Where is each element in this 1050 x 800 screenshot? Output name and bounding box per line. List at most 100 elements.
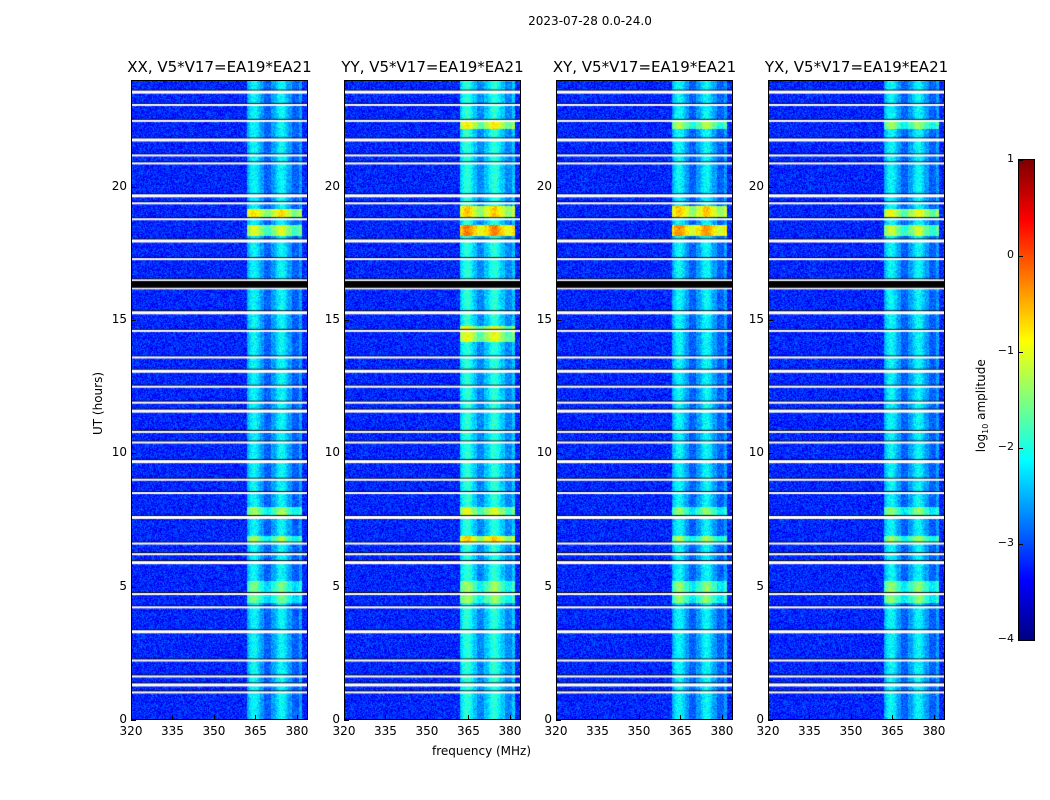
y-tick-label: 20	[748, 178, 764, 193]
y-tick-label: 10	[324, 445, 340, 460]
y-tick-label: 10	[536, 445, 552, 460]
colorbar-tick-mark	[1019, 160, 1023, 161]
y-tick-label: 15	[536, 312, 552, 326]
y-tick-label: 0	[332, 712, 340, 726]
y-tick-mark	[556, 720, 561, 721]
y-tick-label: 5	[756, 578, 764, 593]
colorbar-tick-label: −4	[997, 632, 1014, 645]
y-tick-label: 20	[111, 178, 127, 193]
x-tick-mark	[385, 715, 387, 720]
colorbar-tick-mark	[1019, 544, 1023, 545]
x-tick-mark	[680, 715, 682, 720]
panel-title: YX, V5*V17=EA19*EA21	[764, 58, 949, 76]
x-tick-label: 350	[415, 724, 439, 738]
y-axis-label: UT (hours)	[91, 371, 105, 435]
colorbar-tick-label: 0	[1007, 248, 1014, 261]
y-tick-mark	[556, 320, 561, 321]
y-tick-mark	[768, 320, 773, 321]
x-tick-mark	[509, 715, 511, 720]
y-tick-label: 20	[536, 178, 552, 193]
waterfall-panel-0	[131, 80, 308, 720]
x-tick-label: 365	[457, 724, 480, 738]
waterfall-heatmap	[769, 81, 944, 719]
colorbar-tick-mark	[1019, 640, 1023, 641]
x-tick-mark	[933, 715, 935, 720]
waterfall-panel-2	[556, 80, 733, 720]
y-tick-label: 5	[332, 578, 340, 593]
y-tick-label: 15	[324, 312, 340, 326]
x-tick-mark	[344, 715, 345, 720]
x-tick-label: 365	[669, 724, 692, 738]
colorbar-tick-mark	[1019, 448, 1023, 449]
x-tick-label: 335	[161, 724, 184, 738]
y-tick-mark	[768, 186, 773, 188]
x-tick-label: 380	[710, 724, 734, 738]
y-tick-label: 0	[544, 712, 552, 726]
y-tick-mark	[768, 453, 773, 455]
y-tick-label: 15	[111, 312, 127, 326]
x-tick-label: 350	[839, 724, 863, 738]
x-tick-mark	[213, 715, 215, 720]
x-tick-mark	[296, 715, 298, 720]
y-tick-mark	[556, 586, 561, 588]
x-tick-mark	[468, 715, 470, 720]
y-tick-mark	[556, 186, 561, 188]
y-tick-label: 0	[119, 712, 127, 726]
y-tick-label: 0	[756, 712, 764, 726]
x-tick-mark	[638, 715, 640, 720]
y-tick-mark	[344, 453, 349, 455]
waterfall-heatmap	[132, 81, 307, 719]
x-tick-label: 320	[119, 724, 143, 738]
y-tick-mark	[131, 453, 136, 455]
colorbar-tick-label: −3	[997, 536, 1014, 549]
y-tick-mark	[131, 586, 136, 588]
y-tick-mark	[131, 720, 136, 721]
y-tick-mark	[344, 186, 349, 188]
x-tick-label: 365	[244, 724, 267, 738]
y-tick-label: 15	[748, 312, 764, 326]
y-tick-label: 10	[111, 445, 127, 460]
y-tick-mark	[131, 186, 136, 188]
colorbar-tick-label: −2	[997, 440, 1014, 453]
x-tick-label: 380	[922, 724, 946, 738]
x-tick-mark	[556, 715, 557, 720]
y-tick-mark	[131, 320, 136, 321]
x-tick-label: 350	[627, 724, 651, 738]
colorbar-tick-label: 1	[1007, 152, 1014, 165]
y-tick-mark	[344, 720, 349, 721]
x-tick-label: 335	[586, 724, 609, 738]
x-tick-label: 320	[332, 724, 356, 738]
x-tick-label: 335	[374, 724, 397, 738]
x-tick-mark	[597, 715, 599, 720]
x-tick-label: 320	[756, 724, 780, 738]
figure-title: 2023-07-28 0.0-24.0	[528, 14, 652, 28]
colorbar	[1018, 159, 1035, 641]
x-tick-mark	[768, 715, 769, 720]
x-tick-label: 350	[202, 724, 226, 738]
x-tick-label: 365	[881, 724, 904, 738]
waterfall-heatmap	[557, 81, 732, 719]
y-tick-label: 20	[324, 178, 340, 193]
colorbar-label: log10 amplitude	[973, 359, 991, 453]
y-tick-label: 5	[119, 578, 127, 593]
x-tick-mark	[255, 715, 257, 720]
y-tick-mark	[344, 586, 349, 588]
x-tick-mark	[850, 715, 852, 720]
x-tick-mark	[721, 715, 723, 720]
panel-title: XY, V5*V17=EA19*EA21	[552, 58, 737, 76]
x-tick-mark	[131, 715, 132, 720]
y-tick-mark	[344, 320, 349, 321]
x-tick-mark	[172, 715, 174, 720]
x-tick-mark	[426, 715, 428, 720]
waterfall-heatmap	[345, 81, 520, 719]
x-tick-label: 380	[498, 724, 522, 738]
y-tick-label: 10	[748, 445, 764, 460]
y-tick-mark	[556, 453, 561, 455]
waterfall-panel-3	[768, 80, 945, 720]
waterfall-panel-1	[344, 80, 521, 720]
x-tick-mark	[809, 715, 811, 720]
x-tick-mark	[892, 715, 894, 720]
colorbar-gradient	[1019, 160, 1034, 640]
colorbar-tick-mark	[1019, 352, 1023, 353]
